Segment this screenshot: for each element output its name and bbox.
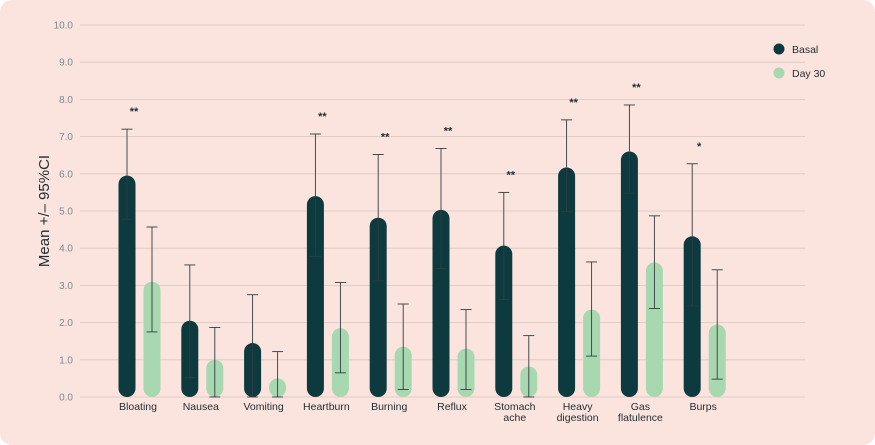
significance-marker: ** [318, 111, 327, 123]
bar [620, 151, 638, 397]
bar [432, 209, 450, 397]
bar [645, 262, 663, 397]
category-label: Vomiting [243, 401, 283, 413]
y-tick-label: 9.0 [59, 58, 73, 69]
significance-marker: ** [444, 126, 453, 138]
y-tick-label: 7.0 [59, 132, 73, 143]
category-label: Heavy [563, 401, 594, 413]
y-tick-label: 2.0 [59, 318, 73, 329]
y-tick-labels: 0.0 1.0 2.0 3.0 4.0 5.0 6.0 7.0 8.0 9.0 10.0 [54, 21, 74, 404]
category-labels: Bloating Nausea Vomiting Heartburn Burning Re… [119, 401, 717, 424]
significance-marker: ** [569, 97, 578, 109]
y-tick-label: 0.0 [59, 393, 73, 404]
bar [495, 245, 513, 397]
significance-markers: ** **** ********* [130, 82, 702, 181]
category-label: Reflux [437, 401, 468, 413]
significance-marker: ** [130, 106, 139, 118]
significance-marker: ** [632, 82, 641, 94]
category-label: ache [503, 412, 526, 424]
category-label: Stomach [494, 401, 536, 413]
legend: Basal Day 30 [773, 43, 825, 80]
legend-swatch [773, 67, 785, 79]
category-label: digestion [557, 412, 599, 424]
y-axis-label: Mean +/– 95%CI [36, 155, 53, 267]
y-tick-label: 8.0 [59, 95, 73, 106]
category-label: Burning [371, 401, 407, 413]
error-bars [121, 104, 723, 398]
category-label: Gas [631, 401, 650, 413]
bar [558, 167, 576, 397]
legend-label: Day 30 [792, 68, 825, 80]
y-tick-label: 10.0 [54, 21, 74, 32]
bar [118, 175, 136, 397]
significance-marker: ** [381, 131, 390, 143]
category-label: Burps [689, 401, 716, 413]
legend-label: Basal [792, 44, 818, 56]
category-label: flatulence [618, 412, 663, 424]
y-tick-label: 1.0 [59, 355, 73, 366]
significance-marker: * [697, 141, 702, 153]
bar [306, 196, 324, 397]
y-tick-label: 5.0 [59, 207, 73, 218]
category-label: Heartburn [303, 401, 350, 413]
y-tick-label: 3.0 [59, 281, 73, 292]
bar [683, 236, 701, 397]
category-label: Nausea [183, 401, 219, 413]
category-label: Bloating [119, 401, 157, 413]
y-tick-label: 6.0 [59, 169, 73, 180]
y-tick-label: 4.0 [59, 244, 73, 255]
bar [143, 281, 161, 397]
significance-marker: ** [507, 169, 516, 181]
bar [369, 217, 387, 397]
legend-swatch [773, 43, 785, 55]
